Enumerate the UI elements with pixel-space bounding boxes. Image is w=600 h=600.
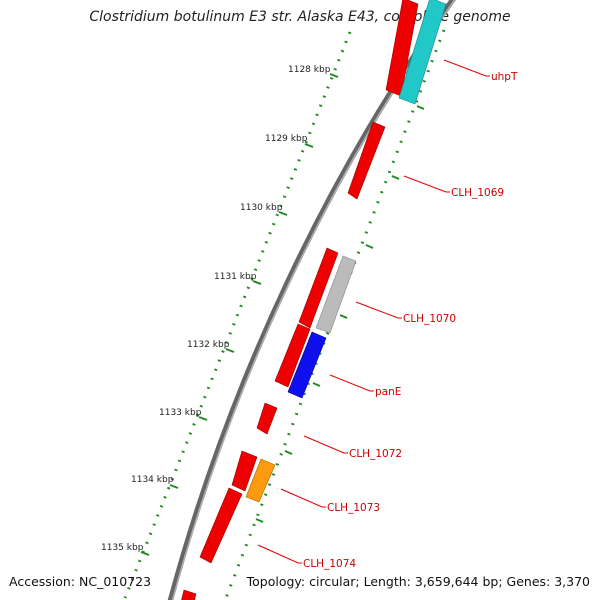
- tick-label: 1131 kbp: [214, 272, 257, 282]
- cds-feature[interactable]: [231, 450, 258, 492]
- inner-tick: [255, 518, 264, 523]
- major-tick: [252, 280, 262, 285]
- gene-label-CLH_1074[interactable]: CLH_1074: [303, 558, 356, 570]
- gene-label-uhpT[interactable]: uhpT: [491, 71, 518, 83]
- cds-feature[interactable]: [347, 121, 386, 200]
- cds-feature[interactable]: [274, 323, 311, 388]
- gene-label-line: [280, 488, 326, 508]
- major-tick: [304, 143, 314, 148]
- inner-tick: [312, 382, 321, 387]
- inner-tick: [416, 105, 425, 110]
- gene-label-panE[interactable]: panE: [375, 386, 401, 398]
- cds-feature[interactable]: [298, 247, 339, 329]
- cds-feature[interactable]: [199, 487, 243, 564]
- accession-label: Accession: NC_010723: [9, 574, 152, 589]
- feature-ring-2: [245, 0, 447, 503]
- gene-label-CLH_1070[interactable]: CLH_1070: [403, 313, 456, 325]
- cyan-feature[interactable]: [398, 0, 447, 105]
- major-tick: [329, 73, 339, 78]
- inner-tick: [339, 314, 348, 319]
- gene-label-line: [303, 435, 348, 454]
- major-tick: [198, 416, 208, 421]
- gene-label-line: [403, 175, 450, 193]
- major-tick: [278, 211, 288, 216]
- tick-label: 1133 kbp: [159, 408, 202, 418]
- tick-label: 1132 kbp: [187, 340, 230, 350]
- major-ticks: [140, 73, 339, 556]
- cds-feature[interactable]: [181, 589, 197, 600]
- gene-label-CLH_1069[interactable]: CLH_1069: [451, 187, 504, 199]
- inner-tick: [365, 244, 374, 249]
- forward-cds-ring: [181, 0, 419, 600]
- outer-tick-ring: [123, 31, 352, 599]
- topology-label: Topology: circular; Length: 3,659,644 bp…: [246, 574, 590, 589]
- tick-label: 1135 kbp: [101, 543, 144, 553]
- gene-label-line: [443, 59, 490, 77]
- orange-feature[interactable]: [245, 458, 276, 503]
- major-tick: [169, 484, 179, 489]
- gene-label-CLH_1072[interactable]: CLH_1072: [349, 448, 402, 460]
- inner-major-ticks: [255, 105, 425, 523]
- inner-tick: [284, 450, 293, 455]
- gene-label-CLH_1073[interactable]: CLH_1073: [327, 502, 380, 514]
- tick-label: 1134 kbp: [131, 475, 174, 485]
- inner-tick: [391, 175, 400, 180]
- tick-label: 1129 kbp: [265, 134, 308, 144]
- gene-label-line: [257, 544, 302, 564]
- tick-label: 1128 kbp: [288, 65, 331, 75]
- tick-label: 1130 kbp: [240, 203, 283, 213]
- gene-label-lines: [257, 59, 490, 564]
- major-tick: [140, 551, 150, 556]
- major-tick: [225, 348, 235, 353]
- gene-label-line: [329, 374, 374, 392]
- gray-feature[interactable]: [315, 255, 357, 334]
- gene-label-line: [355, 301, 402, 319]
- cds-feature[interactable]: [256, 402, 278, 435]
- blue-feature[interactable]: [287, 331, 327, 399]
